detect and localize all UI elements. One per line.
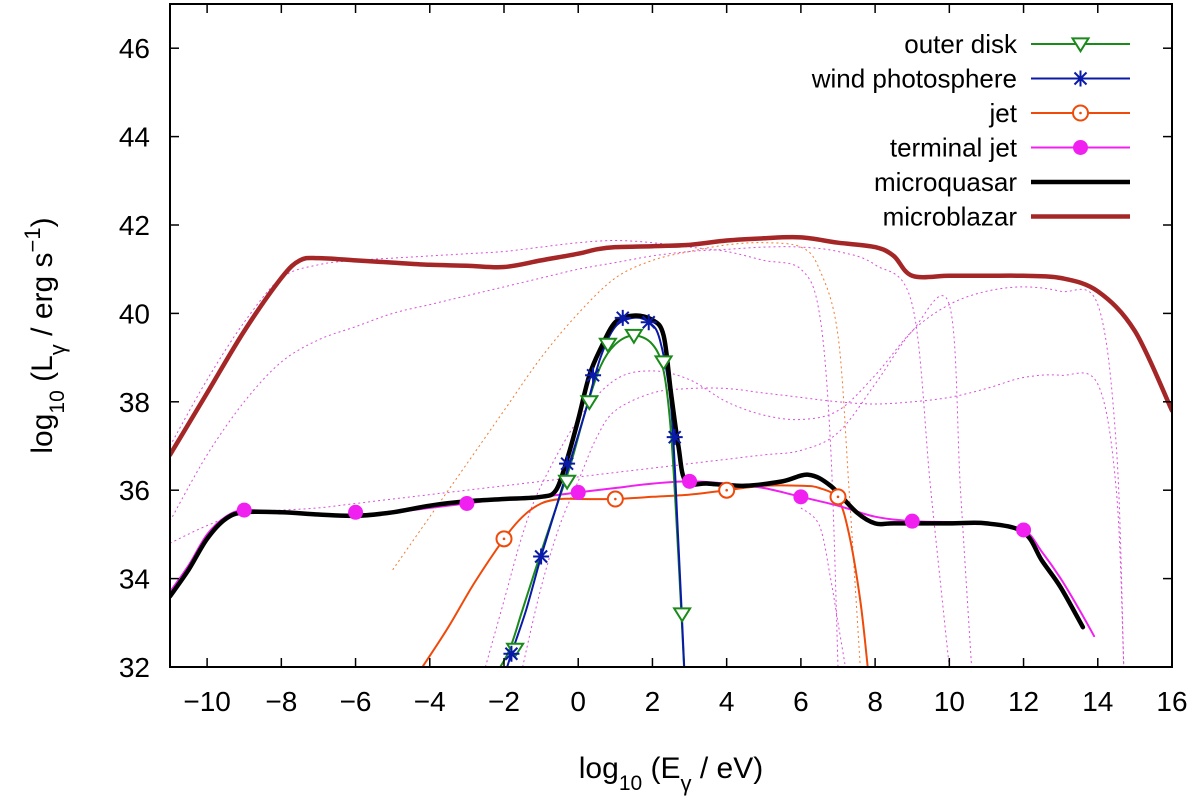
y-tick-label: 40 [119,298,150,329]
data-point-wind-photosphere-3 [559,455,576,472]
x-tick-label: 6 [793,686,809,717]
component-line-6 [170,295,973,667]
x-tick-label: −2 [488,686,520,717]
data-point-terminal-jet-4 [570,484,586,500]
data-point-outer-disk-3 [579,395,600,411]
x-tick-label: 14 [1082,686,1113,717]
legend-item-outer-disk: outer disk [904,29,1130,59]
data-point-jet-1 [495,530,513,548]
data-point-terminal-jet-1 [236,502,252,518]
component-line-1 [392,242,861,667]
y-tick-label: 34 [119,564,150,595]
x-axis-title: log10 (Eγ / eV) [579,752,763,796]
y-tick-label: 32 [119,652,150,683]
data-point-jet-2 [606,490,624,508]
data-point-outer-disk-2 [557,474,577,491]
series-line-microquasar [170,313,1086,630]
series-line-jet [421,484,869,667]
legend-label: microblazar [883,202,1018,232]
data-point-terminal-jet-7 [904,513,920,529]
component-lines-group [170,239,1125,667]
y-tick-label: 44 [119,122,150,153]
legend-label: microquasar [874,167,1017,197]
x-tick-label: 8 [867,686,883,717]
data-point-outer-disk-4 [598,337,618,354]
legend-item-jet: jet [989,98,1130,128]
legend-label: wind photosphere [811,64,1017,94]
y-tick-label: 38 [119,387,150,418]
legend-item-microblazar: microblazar [883,202,1130,232]
data-point-terminal-jet-2 [348,504,364,520]
data-point-terminal-jet-6 [793,489,809,505]
component-line-5 [484,286,1125,667]
plot-frame [169,3,1173,668]
component-line-3 [170,246,950,667]
legend-label: terminal jet [890,133,1018,163]
data-point-terminal-jet-3 [459,495,475,511]
legend-marker [1072,70,1089,87]
data-point-wind-photosphere-7 [666,429,683,446]
x-tick-label: 4 [719,686,735,717]
legend-label: jet [989,98,1018,128]
series-line-terminal-jet [170,480,1096,638]
data-point-jet-3 [718,481,736,499]
data-point-wind-photosphere-4 [585,367,602,384]
x-tick-label: 12 [1008,686,1039,717]
x-tick-label: 10 [934,686,965,717]
x-tick-label: −10 [183,686,231,717]
series-line-microblazar [170,234,1172,458]
component-line-4 [522,372,1125,667]
series-markers-group [236,309,1032,662]
y-tick-label: 42 [119,210,150,241]
legend-marker [1070,37,1091,54]
data-point-terminal-jet-5 [682,473,698,489]
data-point-wind-photosphere-2 [533,548,550,565]
legend-item-terminal-jet: terminal jet [890,133,1130,163]
series-lines-group [170,234,1172,667]
data-point-jet-4 [829,488,847,506]
component-line-2 [170,239,839,667]
legend: outer disk wind photosphere jet terminal je… [811,29,1130,232]
data-point-wind-photosphere-6 [640,314,657,331]
legend-label: outer disk [904,29,1018,59]
axis-titles-group: log10 (Eγ / eV) log10 (Lγ / erg s−1) [20,217,764,795]
data-point-outer-disk-6 [653,355,674,372]
component-line-7 [800,507,846,667]
data-point-wind-photosphere-1 [503,645,520,662]
legend-marker [1072,104,1089,122]
data-point-outer-disk-7 [672,607,692,624]
x-tick-label: 2 [645,686,661,717]
x-tick-label: −4 [414,686,446,717]
series-line-outer-disk [499,334,686,667]
legend-item-microquasar: microquasar [874,167,1130,197]
y-axis-title: log10 (Lγ / erg s−1) [20,217,70,453]
data-point-wind-photosphere-5 [614,309,631,326]
x-tick-label: 0 [570,686,586,717]
x-tick-label: −6 [340,686,372,717]
x-tick-label: 16 [1156,686,1187,717]
legend-item-wind-photosphere: wind photosphere [811,64,1130,94]
x-tick-label: −8 [265,686,297,717]
y-tick-label: 46 [119,33,150,64]
data-point-terminal-jet-8 [1016,522,1032,538]
y-tick-label: 36 [119,475,150,506]
legend-marker [1073,140,1088,155]
data-point-outer-disk-5 [624,328,644,345]
